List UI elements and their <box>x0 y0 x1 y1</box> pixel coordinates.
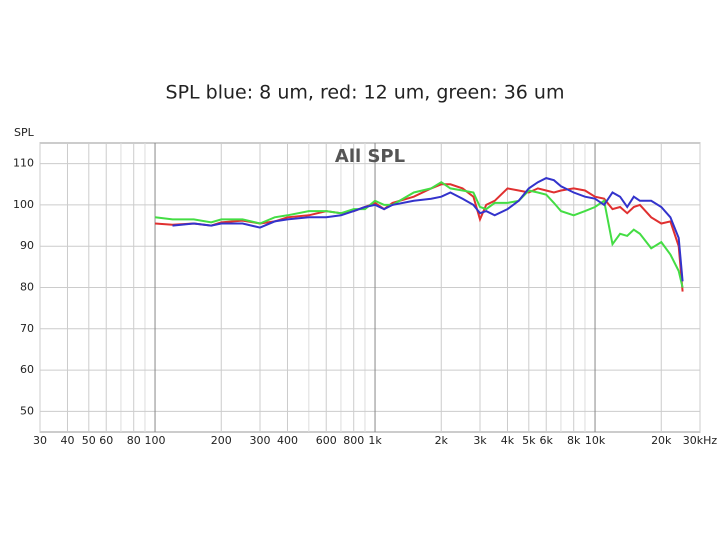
x-tick-label: 6k <box>540 434 554 447</box>
x-tick-label: 3k <box>473 434 487 447</box>
x-tick-label: 60 <box>99 434 113 447</box>
y-tick-label: 70 <box>20 322 34 335</box>
x-tick-label: 300 <box>250 434 271 447</box>
x-tick-label: 1k <box>368 434 382 447</box>
y-tick-label: 100 <box>13 198 34 211</box>
x-tick-label: 600 <box>316 434 337 447</box>
x-tick-label: 40 <box>60 434 74 447</box>
x-tick-label: 50 <box>82 434 96 447</box>
chart-title: SPL blue: 8 um, red: 12 um, green: 36 um <box>166 82 565 104</box>
y-tick-label: 50 <box>20 404 34 417</box>
x-tick-label: 80 <box>127 434 141 447</box>
series-line <box>154 183 684 292</box>
y-tick-label: 60 <box>20 363 34 376</box>
x-tick-label: 30 <box>33 434 47 447</box>
x-tick-label: 4k <box>501 434 515 447</box>
chart-subtitle: All SPL <box>335 146 405 167</box>
y-tick-label: 110 <box>13 157 34 170</box>
x-tick-label: 400 <box>277 434 298 447</box>
x-tick-label: 200 <box>211 434 232 447</box>
x-tick-label: 8k <box>567 434 581 447</box>
x-tick-label: 30kHz <box>683 434 718 447</box>
x-tick-label: 10k <box>585 434 606 447</box>
y-tick-label: 80 <box>20 281 34 294</box>
y-axis-label: SPL <box>14 126 35 139</box>
x-tick-label: 2k <box>435 434 449 447</box>
series-line <box>172 177 684 282</box>
x-tick-label: 5k <box>522 434 536 447</box>
y-tick-label: 90 <box>20 239 34 252</box>
x-tick-label: 20k <box>651 434 672 447</box>
x-tick-label: 800 <box>343 434 364 447</box>
x-tick-label: 100 <box>145 434 166 447</box>
series-line <box>154 181 684 288</box>
